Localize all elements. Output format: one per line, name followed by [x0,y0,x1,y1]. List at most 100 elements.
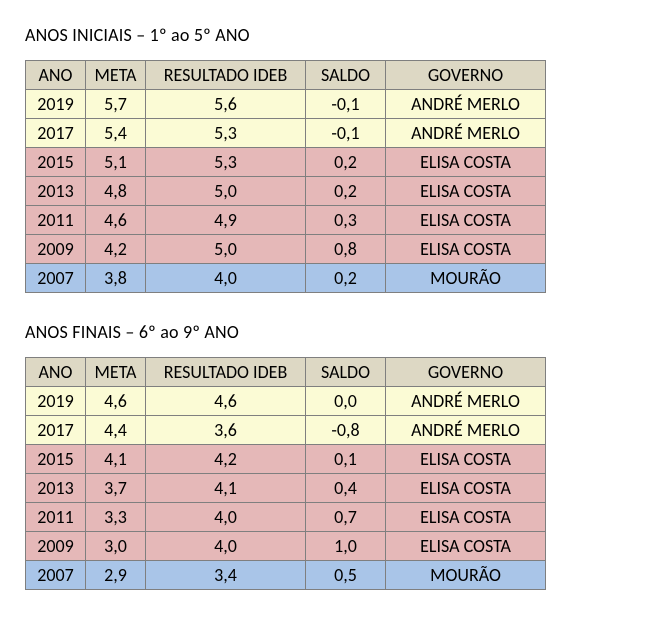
cell-meta: 4,4 [86,416,146,445]
cell-ano: 2011 [26,206,86,235]
cell-resultado: 5,0 [146,177,306,206]
cell-meta: 4,2 [86,235,146,264]
cell-saldo: 0,3 [306,206,386,235]
cell-meta: 4,1 [86,445,146,474]
cell-governo: ELISA COSTA [386,474,546,503]
cell-saldo: 0,4 [306,474,386,503]
cell-ano: 2019 [26,387,86,416]
cell-meta: 5,1 [86,148,146,177]
cell-ano: 2013 [26,474,86,503]
cell-resultado: 4,1 [146,474,306,503]
table-row: 20175,45,3-0,1ANDRÉ MERLO [26,119,546,148]
cell-saldo: 0,2 [306,264,386,293]
table-row: 20072,93,40,5MOURÃO [26,561,546,590]
col-header-meta: META [86,61,146,90]
col-header-saldo: SALDO [306,358,386,387]
col-header-ano: ANO [26,61,86,90]
cell-governo: MOURÃO [386,264,546,293]
cell-ano: 2013 [26,177,86,206]
table-row: 20133,74,10,4ELISA COSTA [26,474,546,503]
table-row: 20174,43,6-0,8ANDRÉ MERLO [26,416,546,445]
cell-saldo: 1,0 [306,532,386,561]
col-header-meta: META [86,358,146,387]
cell-ano: 2017 [26,416,86,445]
cell-saldo: -0,8 [306,416,386,445]
table-row: 20195,75,6-0,1ANDRÉ MERLO [26,90,546,119]
cell-ano: 2007 [26,264,86,293]
cell-governo: ELISA COSTA [386,445,546,474]
cell-meta: 4,6 [86,387,146,416]
col-header-governo: GOVERNO [386,61,546,90]
section-0: ANOS INICIAIS – 1º ao 5º ANO ANOMETARESUL… [25,24,630,293]
cell-governo: ANDRÉ MERLO [386,119,546,148]
cell-governo: ANDRÉ MERLO [386,387,546,416]
cell-ano: 2011 [26,503,86,532]
table-header-row: ANOMETARESULTADO IDEBSALDOGOVERNO [26,358,546,387]
cell-meta: 3,8 [86,264,146,293]
cell-resultado: 5,3 [146,119,306,148]
cell-meta: 5,7 [86,90,146,119]
col-header-saldo: SALDO [306,61,386,90]
cell-resultado: 4,9 [146,206,306,235]
data-table: ANOMETARESULTADO IDEBSALDOGOVERNO20195,7… [25,60,546,293]
cell-ano: 2009 [26,532,86,561]
table-row: 20114,64,90,3ELISA COSTA [26,206,546,235]
cell-governo: ELISA COSTA [386,532,546,561]
data-table: ANOMETARESULTADO IDEBSALDOGOVERNO20194,6… [25,357,546,590]
cell-saldo: -0,1 [306,90,386,119]
cell-meta: 4,6 [86,206,146,235]
table-header-row: ANOMETARESULTADO IDEBSALDOGOVERNO [26,61,546,90]
cell-meta: 2,9 [86,561,146,590]
table-row: 20113,34,00,7ELISA COSTA [26,503,546,532]
cell-resultado: 5,0 [146,235,306,264]
cell-resultado: 4,0 [146,503,306,532]
cell-governo: ELISA COSTA [386,235,546,264]
cell-saldo: -0,1 [306,119,386,148]
col-header-governo: GOVERNO [386,358,546,387]
section-title: ANOS FINAIS – 6º ao 9º ANO [25,321,630,343]
cell-ano: 2019 [26,90,86,119]
cell-saldo: 0,2 [306,177,386,206]
col-header-resultado: RESULTADO IDEB [146,61,306,90]
cell-governo: ELISA COSTA [386,148,546,177]
cell-resultado: 3,6 [146,416,306,445]
section-title: ANOS INICIAIS – 1º ao 5º ANO [25,24,630,46]
cell-meta: 3,7 [86,474,146,503]
cell-governo: ANDRÉ MERLO [386,90,546,119]
cell-ano: 2017 [26,119,86,148]
cell-resultado: 4,2 [146,445,306,474]
cell-saldo: 0,5 [306,561,386,590]
cell-saldo: 0,8 [306,235,386,264]
cell-governo: ELISA COSTA [386,503,546,532]
table-row: 20134,85,00,2ELISA COSTA [26,177,546,206]
cell-resultado: 5,3 [146,148,306,177]
cell-resultado: 4,0 [146,532,306,561]
cell-governo: ELISA COSTA [386,206,546,235]
table-row: 20155,15,30,2ELISA COSTA [26,148,546,177]
cell-governo: MOURÃO [386,561,546,590]
section-1: ANOS FINAIS – 6º ao 9º ANO ANOMETARESULTA… [25,321,630,590]
cell-meta: 3,3 [86,503,146,532]
cell-resultado: 5,6 [146,90,306,119]
table-row: 20073,84,00,2MOURÃO [26,264,546,293]
cell-governo: ELISA COSTA [386,177,546,206]
cell-governo: ANDRÉ MERLO [386,416,546,445]
cell-saldo: 0,0 [306,387,386,416]
cell-resultado: 4,6 [146,387,306,416]
table-row: 20194,64,60,0ANDRÉ MERLO [26,387,546,416]
table-row: 20094,25,00,8ELISA COSTA [26,235,546,264]
cell-ano: 2009 [26,235,86,264]
col-header-resultado: RESULTADO IDEB [146,358,306,387]
cell-saldo: 0,2 [306,148,386,177]
cell-ano: 2015 [26,148,86,177]
cell-meta: 4,8 [86,177,146,206]
cell-ano: 2007 [26,561,86,590]
table-row: 20093,04,01,0ELISA COSTA [26,532,546,561]
cell-resultado: 3,4 [146,561,306,590]
cell-resultado: 4,0 [146,264,306,293]
table-row: 20154,14,20,1ELISA COSTA [26,445,546,474]
cell-saldo: 0,1 [306,445,386,474]
cell-meta: 5,4 [86,119,146,148]
col-header-ano: ANO [26,358,86,387]
cell-meta: 3,0 [86,532,146,561]
